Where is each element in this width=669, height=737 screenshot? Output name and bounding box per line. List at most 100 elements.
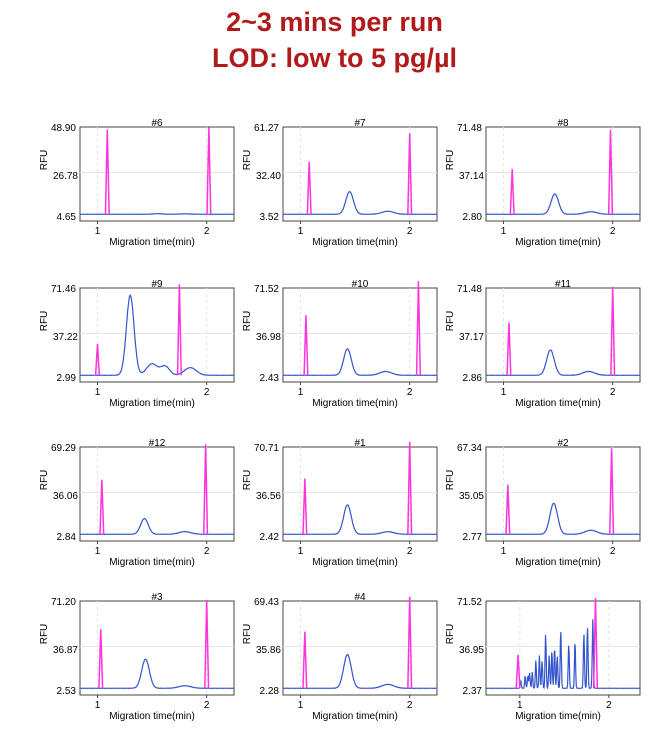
y-mid-label: 35.86 [256, 645, 281, 656]
x-axis-label: Migration time(min) [109, 557, 195, 568]
plot-frame [282, 126, 438, 222]
trace-line [485, 502, 641, 536]
x-tick-label: 2 [204, 546, 210, 557]
x-tick-label: 1 [298, 700, 304, 711]
y-min-label: 2.84 [57, 532, 77, 543]
chart-title: #11 [555, 279, 571, 290]
y-max-label: 71.46 [51, 284, 76, 295]
y-min-label: 2.42 [260, 532, 280, 543]
marker-peak [610, 286, 616, 376]
y-axis-label: RFU [39, 624, 50, 645]
x-tick-label: 1 [95, 546, 101, 557]
trace-line [79, 294, 235, 377]
marker-peak [592, 598, 599, 689]
y-min-label: 2.86 [463, 373, 483, 384]
x-tick-label: 2 [407, 700, 413, 711]
x-axis-label: Migration time(min) [109, 237, 195, 248]
plot-frame [485, 126, 641, 222]
x-tick-label: 1 [501, 546, 507, 557]
chart-title: #1 [354, 438, 366, 449]
x-axis-label: Migration time(min) [515, 557, 601, 568]
x-axis-label: Migration time(min) [312, 398, 398, 409]
y-max-label: 48.90 [51, 123, 76, 134]
x-tick-label: 2 [204, 226, 210, 237]
trace-line [485, 349, 641, 377]
x-tick-label: 1 [501, 387, 507, 398]
chart-panel: #3 71.20 36.87 2.53 RFU 1 2 Migration time(min) [39, 592, 235, 722]
y-max-label: 71.52 [254, 284, 279, 295]
y-axis-label: RFU [242, 150, 253, 171]
marker-peak [203, 444, 209, 535]
y-min-label: 2.77 [463, 532, 483, 543]
chart-title: #4 [354, 592, 366, 603]
marker-peak [607, 129, 614, 215]
y-min-label: 2.28 [260, 686, 280, 697]
marker-peak [505, 484, 511, 535]
x-tick-label: 2 [610, 546, 616, 557]
trace-line [485, 619, 641, 690]
chart-panel: #9 71.46 37.22 2.99 RFU 1 2 Migration time(min) [39, 279, 235, 409]
y-mid-label: 36.56 [256, 491, 281, 502]
x-tick-label: 2 [204, 700, 210, 711]
y-axis-label: RFU [242, 470, 253, 491]
chart-panel: 71.52 36.95 2.37 RFU 1 2 Migration time(min) [445, 597, 641, 722]
y-axis-label: RFU [39, 150, 50, 171]
marker-peak [99, 479, 105, 535]
x-tick-label: 2 [407, 546, 413, 557]
y-min-label: 2.53 [57, 686, 77, 697]
marker-peak [407, 596, 413, 689]
plot-frame [485, 600, 641, 696]
marker-peak [509, 169, 515, 215]
plot-frame [282, 287, 438, 383]
marker-peak [407, 133, 413, 215]
x-axis-label: Migration time(min) [515, 237, 601, 248]
chart-panel: #1 70.71 36.56 2.42 RFU 1 2 Migration time(min) [242, 438, 438, 568]
x-axis-label: Migration time(min) [312, 557, 398, 568]
x-axis-label: Migration time(min) [312, 237, 398, 248]
y-max-label: 69.29 [51, 443, 76, 454]
chart-title: #2 [557, 438, 569, 449]
y-mid-label: 37.17 [459, 332, 484, 343]
chart-title: #8 [557, 118, 569, 129]
y-mid-label: 32.40 [256, 171, 281, 182]
x-tick-label: 1 [501, 226, 507, 237]
y-mid-label: 37.22 [53, 332, 78, 343]
marker-peak [302, 478, 308, 535]
marker-peak [306, 161, 312, 215]
chart-panel: #12 69.29 36.06 2.84 RFU 1 2 Migration time(min… [39, 438, 235, 568]
y-axis-label: RFU [39, 311, 50, 332]
x-tick-label: 2 [204, 387, 210, 398]
y-max-label: 71.48 [457, 284, 482, 295]
plot-frame [485, 446, 641, 542]
y-axis-label: RFU [242, 624, 253, 645]
y-mid-label: 36.87 [53, 645, 78, 656]
x-tick-label: 1 [298, 546, 304, 557]
trace-line [282, 504, 438, 536]
y-min-label: 3.52 [260, 212, 280, 223]
y-min-label: 2.37 [463, 686, 483, 697]
x-tick-label: 1 [298, 387, 304, 398]
y-max-label: 70.71 [254, 443, 279, 454]
marker-peak [94, 343, 101, 376]
chart-panel: #11 71.48 37.17 2.86 RFU 1 2 Migration time(min… [445, 279, 641, 409]
marker-peak [303, 315, 309, 376]
x-axis-label: Migration time(min) [515, 398, 601, 409]
trace-line [79, 658, 235, 690]
chart-title: #12 [149, 438, 166, 449]
marker-peak [415, 281, 422, 376]
y-max-label: 67.34 [457, 443, 482, 454]
chart-panel: #2 67.34 35.05 2.77 RFU 1 2 Migration time(min) [445, 438, 641, 568]
y-axis-label: RFU [242, 311, 253, 332]
y-max-label: 71.52 [457, 597, 482, 608]
marker-peak [609, 448, 615, 535]
x-tick-label: 2 [610, 387, 616, 398]
x-tick-label: 2 [610, 226, 616, 237]
trace-line [79, 517, 235, 536]
y-min-label: 4.65 [57, 212, 77, 223]
y-mid-label: 36.95 [459, 645, 484, 656]
x-tick-label: 1 [517, 700, 523, 711]
marker-peak [302, 631, 308, 689]
chart-title: #10 [352, 279, 369, 290]
y-max-label: 61.27 [254, 123, 279, 134]
y-min-label: 2.80 [463, 212, 483, 223]
